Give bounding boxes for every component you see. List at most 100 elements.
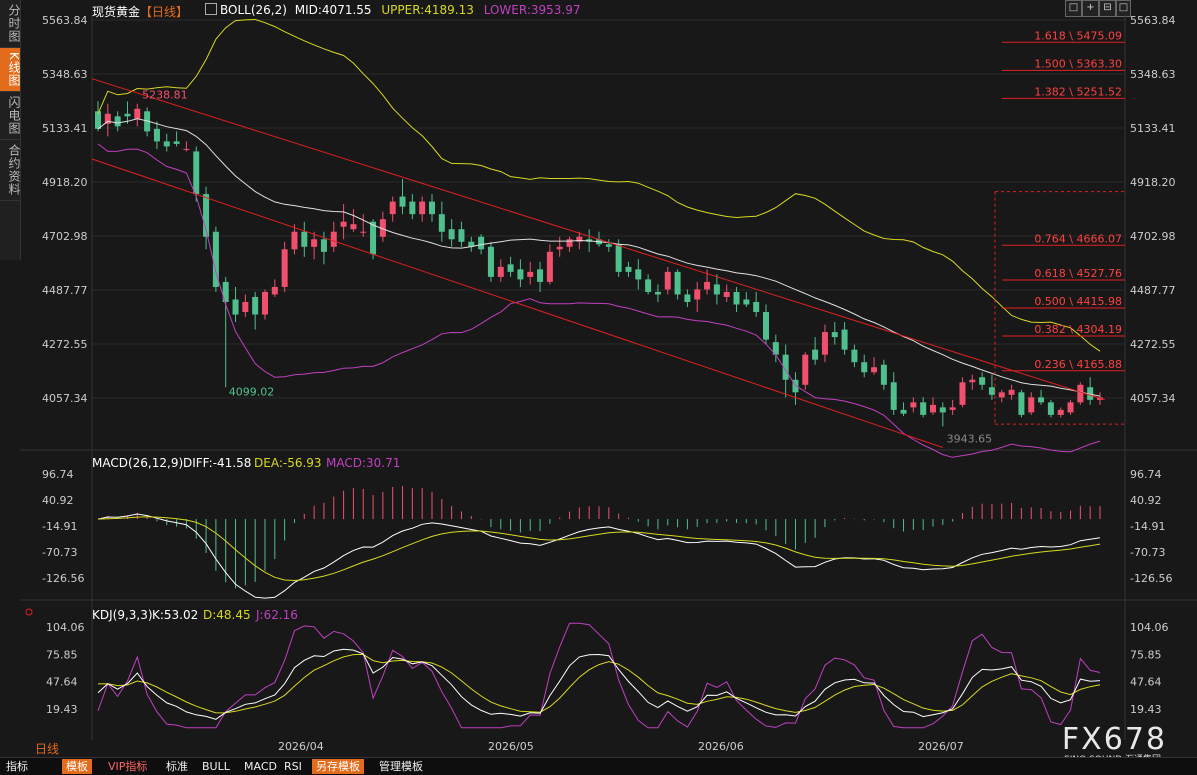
date-axis-label: 2026/05	[488, 740, 534, 753]
candle-body	[782, 354, 789, 380]
boll-mid-line	[97, 118, 1101, 397]
boll-lower: LOWER:3953.97	[483, 3, 581, 17]
symbol-name: 现货黄金	[92, 5, 141, 19]
kdj-settings-icon	[25, 608, 33, 616]
fx678-logo: FX678	[1061, 722, 1167, 757]
candle-body	[645, 279, 652, 292]
fib-level-label: 0.236 \ 4165.88	[1034, 358, 1122, 371]
high-annotation: 5238.81	[142, 89, 188, 102]
candle-body	[458, 229, 465, 242]
kdj-k: K:53.02	[152, 608, 198, 622]
maximize-icon[interactable]: □	[1116, 0, 1131, 17]
indicator-toggle-icon[interactable]	[205, 3, 217, 15]
kdj-axis-label-left: 75.85	[46, 648, 78, 661]
candle-body	[704, 281, 711, 290]
candle-body	[733, 291, 740, 305]
candle-body	[821, 332, 828, 355]
candle-body	[389, 201, 396, 215]
candle-body	[723, 291, 730, 297]
candle-body	[625, 266, 632, 272]
fib-level-label: 0.500 \ 4415.98	[1034, 295, 1122, 308]
candle-body	[360, 231, 367, 233]
fib-level-label: 0.618 \ 4527.76	[1034, 267, 1122, 280]
candle-body	[713, 284, 720, 295]
kdj-axis-label-right: 104.06	[1130, 621, 1169, 634]
kdj-d: D:48.45	[203, 608, 251, 622]
macd-diff: DIFF:-41.58	[183, 456, 251, 470]
candle-body	[802, 354, 809, 385]
candle-body	[1057, 409, 1064, 415]
price-axis-label-right: 5133.41	[1130, 122, 1176, 135]
candle-body	[566, 239, 573, 247]
kdj-axis-label-left: 47.64	[46, 676, 78, 689]
candle-body	[900, 409, 907, 414]
candle-body	[153, 128, 160, 142]
crosshair-icon[interactable]: +	[1082, 0, 1099, 17]
boll-lower-line	[97, 143, 1101, 458]
bottom-tab-1[interactable]: 模板	[62, 759, 92, 774]
candle-body	[311, 239, 318, 247]
candle-body	[183, 148, 190, 150]
view-tab-0[interactable]: 分时图	[0, 0, 21, 48]
price-axis-label-left: 5348.63	[42, 68, 88, 81]
bottom-tab-6[interactable]: RSI	[284, 760, 302, 773]
bottom-tab-3[interactable]: 标准	[166, 760, 188, 773]
macd-axis-label-right: -70.73	[1130, 546, 1165, 559]
fib-level-label: 1.500 \ 5363.30	[1034, 57, 1122, 70]
candle-body	[517, 269, 524, 280]
bottom-tab-8[interactable]: 管理模板	[379, 760, 423, 773]
view-tab-2[interactable]: 闪电图	[0, 92, 21, 140]
candle-body	[1028, 397, 1035, 413]
price-axis-label-left: 5563.84	[42, 14, 88, 27]
candle-body	[959, 382, 966, 405]
candle-body	[262, 291, 268, 315]
candle-body	[930, 404, 936, 413]
macd-label: MACD(26,12,9)	[92, 456, 183, 470]
candle-body	[222, 281, 229, 302]
candle-body	[114, 116, 121, 127]
layout-icon[interactable]: ⊟	[1099, 0, 1116, 17]
view-tab-1[interactable]: K线图	[0, 48, 21, 92]
date-axis-label: 2026/04	[278, 740, 324, 753]
low-annotation: 3943.65	[947, 433, 993, 446]
period-label[interactable]: 【日线】	[140, 5, 189, 19]
candle-body	[1047, 402, 1054, 415]
price-axis-label-left: 4272.55	[42, 338, 88, 351]
candle-body	[910, 402, 917, 408]
period-footer-label: 日线	[35, 742, 59, 756]
macd-axis-label-right: 96.74	[1130, 468, 1162, 481]
macd-axis-label-right: 40.92	[1130, 494, 1162, 507]
view-tab-3[interactable]: 合约资料	[0, 140, 21, 201]
candle-body	[134, 108, 141, 119]
price-axis-label-left: 4487.77	[42, 284, 88, 297]
bottom-tab-4[interactable]: BULL	[202, 760, 230, 773]
candle-body	[890, 382, 897, 410]
window-restore-icon[interactable]: □	[1065, 0, 1082, 17]
price-axis-label-left: 5133.41	[42, 122, 88, 135]
candle-body	[537, 269, 544, 282]
candle-body	[281, 249, 288, 287]
candle-body	[763, 312, 769, 340]
bottom-tab-7[interactable]: 另存模板	[312, 759, 364, 774]
bottom-tab-5[interactable]: MACD	[244, 760, 277, 773]
bottom-tab-0[interactable]: 指标	[6, 760, 28, 773]
macd-axis-label-right: -126.56	[1130, 572, 1172, 585]
candle-body	[429, 201, 435, 215]
kdj-label: KDJ(9,3,3)	[92, 608, 153, 622]
candle-body	[576, 236, 583, 242]
candle-body	[448, 229, 455, 240]
candle-body	[163, 141, 170, 147]
candle-body	[988, 387, 995, 395]
bottom-tab-2[interactable]: VIP指标	[108, 760, 148, 773]
candle-body	[291, 231, 298, 250]
candle-body	[546, 251, 553, 282]
candle-body	[487, 246, 494, 277]
price-axis-label-right: 4272.55	[1130, 338, 1176, 351]
candle-body	[203, 194, 210, 237]
view-tabs: 分时图 K线图 闪电图 合约资料	[0, 0, 21, 260]
macd-axis-label-left: 96.74	[42, 468, 74, 481]
candle-body	[242, 301, 249, 313]
candle-body	[861, 362, 868, 373]
